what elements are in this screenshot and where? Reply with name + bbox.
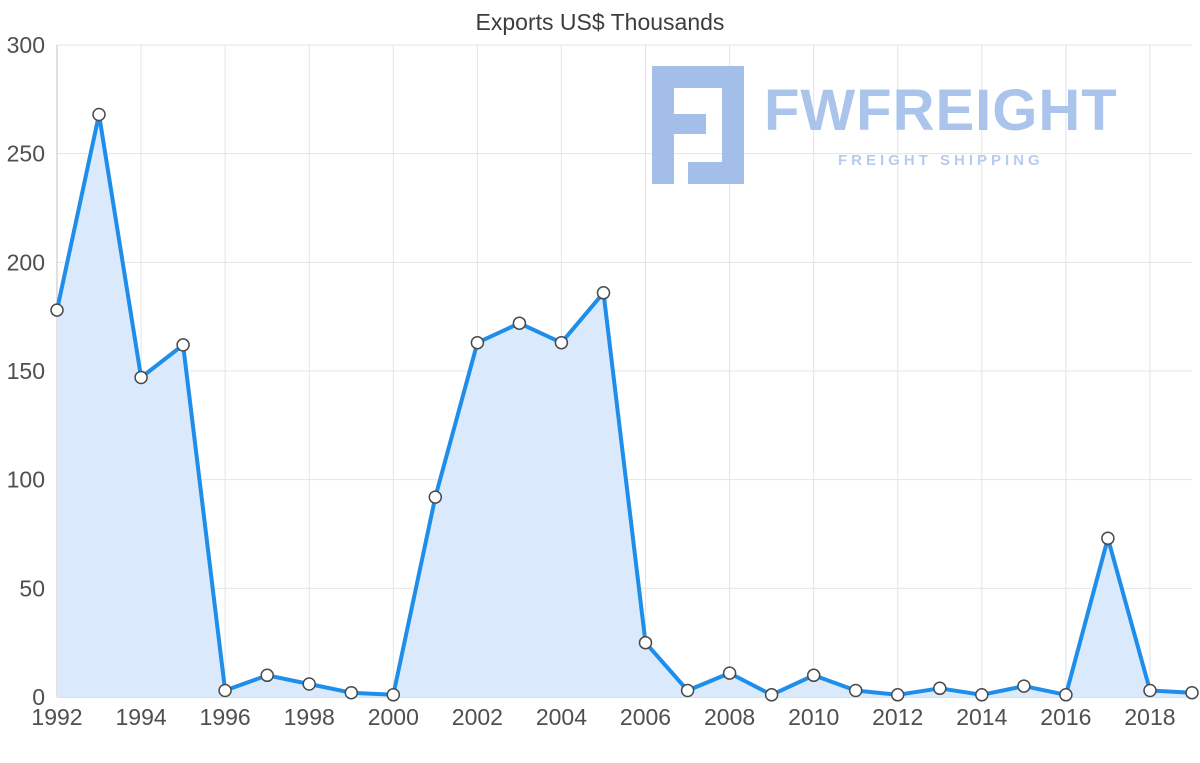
data-point-marker (386, 688, 401, 702)
y-tick-label: 50 (19, 575, 45, 601)
area-fill (57, 114, 1192, 697)
x-tick-label: 1994 (115, 704, 166, 730)
y-tick-label: 300 (7, 32, 45, 58)
data-point-marker (512, 316, 527, 330)
data-point-marker (975, 688, 989, 702)
logo-icon-right-bar (722, 66, 744, 184)
data-point-marker (806, 668, 821, 683)
data-point-marker (92, 107, 106, 122)
x-tick-label: 2000 (368, 704, 419, 730)
data-point-marker (428, 490, 443, 504)
data-point-marker (1143, 683, 1157, 698)
data-point-marker (933, 681, 947, 696)
line-series (55, 112, 1194, 697)
x-tick-label: 1996 (200, 704, 251, 730)
x-tick-label: 2002 (452, 704, 503, 730)
data-point-marker (176, 338, 190, 352)
data-point-marker (50, 303, 64, 317)
chart-title: Exports US$ Thousands (475, 9, 725, 35)
logo-icon-bottom-arm (688, 162, 744, 184)
logo-text: FWFREIGHT FREIGHT SHIPPING (764, 77, 1118, 169)
x-tick-label: 2006 (620, 704, 671, 730)
data-point-marker (260, 668, 274, 683)
data-point-marker (890, 688, 905, 702)
x-tick-label: 2018 (1124, 704, 1175, 730)
data-point-marker (764, 688, 779, 702)
x-tick-label: 1998 (284, 704, 335, 730)
data-point-marker (302, 677, 316, 691)
data-point-marker (722, 666, 737, 680)
data-point-marker (344, 685, 359, 700)
y-tick-label: 200 (7, 249, 45, 275)
x-tick-label: 2012 (872, 704, 923, 730)
x-tick-label: 2010 (788, 704, 839, 730)
x-tick-label: 2014 (956, 704, 1007, 730)
x-tick-label: 2016 (1040, 704, 1091, 730)
y-tick-label: 150 (7, 358, 45, 384)
y-tick-label: 100 (7, 467, 45, 493)
data-point-marker (470, 335, 485, 350)
x-tick-label: 1992 (31, 704, 82, 730)
data-point-marker (596, 286, 611, 300)
data-point-marker (848, 683, 863, 698)
data-point-marker (554, 335, 569, 350)
data-point-marker (638, 635, 653, 650)
data-point-marker (680, 683, 695, 698)
data-point-marker (1059, 688, 1073, 702)
logo-name: FWFREIGHT (764, 77, 1118, 143)
logo-tagline: FREIGHT SHIPPING (838, 151, 1044, 169)
x-tick-label: 2008 (704, 704, 755, 730)
data-point-marker (218, 683, 232, 698)
fwfreight-logo: FWFREIGHT FREIGHT SHIPPING (652, 66, 1118, 184)
data-point-marker (1185, 685, 1199, 700)
data-point-marker (1101, 531, 1115, 546)
logo-icon-mid-arm (652, 114, 706, 134)
y-tick-label: 0 (32, 684, 45, 710)
data-point-marker (1017, 679, 1031, 693)
data-point-marker (134, 370, 148, 385)
logo-icon-top-arm (652, 66, 744, 88)
x-tick-label: 2004 (536, 704, 587, 730)
y-tick-label: 250 (7, 141, 45, 167)
fwfreight-logo-icon (652, 66, 744, 184)
